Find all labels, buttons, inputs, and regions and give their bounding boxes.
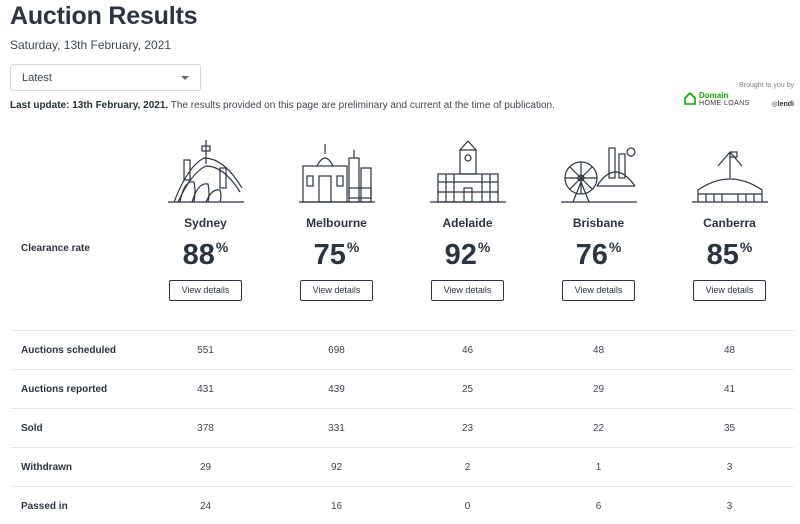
table-cell: 378 [197, 423, 214, 434]
date-select[interactable]: Latest [10, 64, 201, 91]
clearance-rate-label: Clearance rate [21, 243, 90, 254]
row-label: Withdrawn [21, 462, 73, 473]
lendi-logo[interactable]: ◎lendi [771, 101, 794, 108]
sydney-skyline-icon [167, 140, 244, 203]
city-column-melbourne: Melbourne 75% View details [271, 138, 402, 301]
home-loans-logo-text: HOME LOANS [699, 100, 750, 107]
table-cell: 1 [595, 462, 602, 473]
city-clearance-rates: Sydney 88% View details Melbourne 75% Vi… [140, 138, 794, 308]
row-label: Sold [21, 423, 43, 434]
table-row: Auctions scheduled 551 698 46 48 48 [10, 330, 794, 369]
table-cell: 3 [726, 501, 733, 512]
last-update-notice: Last update: 13th February, 2021. The re… [10, 100, 555, 111]
table-row: Passed in 24 16 0 6 3 [10, 486, 794, 524]
chevron-down-icon [181, 76, 189, 80]
page-title: Auction Results [10, 2, 198, 30]
city-column-brisbane: Brisbane 76% View details [533, 138, 664, 301]
clearance-rate-value: 88% [182, 239, 229, 271]
city-name: Sydney [184, 216, 227, 230]
table-cell: 3 [726, 462, 733, 473]
table-cell: 25 [461, 384, 474, 395]
table-cell: 23 [461, 423, 474, 434]
clearance-rate-value: 75% [313, 239, 360, 271]
table-cell: 48 [592, 345, 605, 356]
table-cell: 331 [328, 423, 345, 434]
adelaide-townhall-icon [429, 140, 506, 203]
sponsor-logos: Brought to you by Domain HOME LOANS ◎len… [684, 82, 794, 112]
table-cell: 0 [464, 501, 471, 512]
house-icon [684, 92, 696, 105]
domain-home-loans-logo[interactable]: Domain HOME LOANS [684, 92, 750, 108]
view-details-button-melbourne[interactable]: View details [300, 280, 373, 301]
auction-stats-table: Auctions scheduled 551 698 46 48 48 Auct… [10, 330, 794, 524]
clearance-rate-value: 92% [444, 239, 491, 271]
table-cell: 439 [328, 384, 345, 395]
view-details-button-brisbane[interactable]: View details [562, 280, 635, 301]
melbourne-skyline-icon [298, 144, 375, 203]
clearance-rate-value: 85% [706, 239, 753, 271]
table-cell: 431 [197, 384, 214, 395]
table-cell: 46 [461, 345, 474, 356]
table-cell: 41 [723, 384, 736, 395]
table-cell: 29 [592, 384, 605, 395]
table-row: Sold 378 331 23 22 35 [10, 408, 794, 447]
domain-logo-text: Domain [699, 91, 729, 100]
table-row: Withdrawn 29 92 2 1 3 [10, 447, 794, 486]
table-cell: 6 [595, 501, 602, 512]
date-select-value: Latest [22, 71, 52, 84]
city-name: Melbourne [306, 216, 367, 230]
table-cell: 24 [199, 501, 212, 512]
row-label: Auctions reported [21, 384, 108, 395]
table-cell: 698 [328, 345, 345, 356]
city-name: Canberra [703, 216, 756, 230]
table-cell: 35 [723, 423, 736, 434]
table-cell: 551 [197, 345, 214, 356]
table-cell: 92 [330, 462, 343, 473]
table-row: Auctions reported 431 439 25 29 41 [10, 369, 794, 408]
clearance-rate-value: 76% [575, 239, 622, 271]
view-details-button-canberra[interactable]: View details [693, 280, 766, 301]
view-details-button-sydney[interactable]: View details [169, 280, 242, 301]
table-cell: 48 [723, 345, 736, 356]
brought-to-you-label: Brought to you by [739, 82, 794, 89]
city-name: Adelaide [442, 216, 493, 230]
auction-date: Saturday, 13th February, 2021 [10, 38, 171, 52]
table-cell: 29 [199, 462, 212, 473]
brisbane-wheel-bridge-icon [560, 147, 637, 203]
table-cell: 16 [330, 501, 343, 512]
row-label: Auctions scheduled [21, 345, 117, 356]
table-cell: 22 [592, 423, 605, 434]
view-details-button-adelaide[interactable]: View details [431, 280, 504, 301]
table-cell: 2 [464, 462, 471, 473]
city-column-sydney: Sydney 88% View details [140, 138, 271, 301]
last-update-text: The results provided on this page are pr… [168, 100, 555, 111]
last-update-date: Last update: 13th February, 2021. [10, 100, 169, 111]
row-label: Passed in [21, 501, 68, 512]
city-name: Brisbane [572, 216, 625, 230]
city-column-adelaide: Adelaide 92% View details [402, 138, 533, 301]
city-column-canberra: Canberra 85% View details [664, 138, 795, 301]
canberra-parliament-icon [691, 151, 768, 203]
